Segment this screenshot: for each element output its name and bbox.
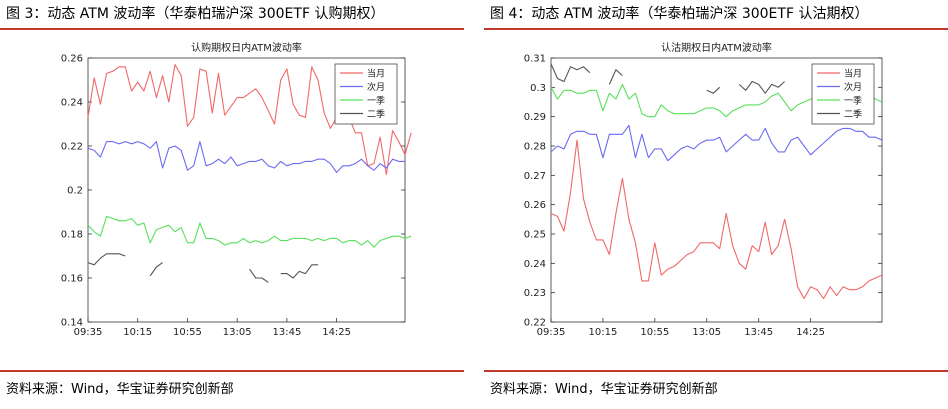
series-line-二季 xyxy=(87,253,126,266)
figure-title: 图 4：动态 ATM 波动率（华泰柏瑞沪深 300ETF 认沽期权） xyxy=(490,6,869,22)
y-tick-label: 0.26 xyxy=(524,200,546,211)
x-tick-label: 10:55 xyxy=(640,327,669,338)
x-tick-label: 13:05 xyxy=(223,327,252,338)
legend-label: 次月 xyxy=(367,81,385,93)
x-tick-label: 13:45 xyxy=(272,327,301,338)
y-tick-label: 0.23 xyxy=(524,288,546,299)
series-line-一季 xyxy=(87,215,412,248)
figure-4-panel: 图 4：动态 ATM 波动率（华泰柏瑞沪深 300ETF 认沽期权） 认沽期权日… xyxy=(484,0,948,409)
y-tick-label: 0.24 xyxy=(61,98,83,109)
y-tick-label: 0.29 xyxy=(524,112,546,123)
legend-label: 当月 xyxy=(367,68,385,80)
x-tick-label: 10:15 xyxy=(589,327,618,338)
y-tick-label: 0.16 xyxy=(61,274,83,285)
bottom-rule xyxy=(0,370,464,372)
figure-3-panel: 图 3：动态 ATM 波动率（华泰柏瑞沪深 300ETF 认购期权） 认购期权日… xyxy=(0,0,464,409)
legend-label: 一季 xyxy=(367,95,385,107)
x-tick-label: 14:25 xyxy=(796,327,825,338)
x-tick-label: 09:35 xyxy=(74,327,103,338)
series-line-次月 xyxy=(87,141,405,173)
chart-title: 认沽期权日内ATM波动率 xyxy=(661,41,772,54)
y-tick-label: 0.28 xyxy=(524,142,546,153)
series-line-当月 xyxy=(550,139,883,300)
y-tick-label: 0.3 xyxy=(530,83,546,94)
top-rule xyxy=(0,28,464,30)
x-tick-label: 10:55 xyxy=(173,327,202,338)
y-tick-label: 0.2 xyxy=(67,186,83,197)
series-line-二季 xyxy=(738,80,785,94)
series-line-二季 xyxy=(249,268,269,283)
x-tick-label: 09:35 xyxy=(537,327,566,338)
legend-label: 二季 xyxy=(844,108,862,120)
series-line-二季 xyxy=(550,63,591,83)
call-atm-volatility-chart: 认购期权日内ATM波动率 0.14 0.16 0.18 0.2 0.22 0.24 0.26 0… xyxy=(61,41,412,338)
y-tick-label: 0.22 xyxy=(61,142,83,153)
series-line-二季 xyxy=(706,86,721,94)
legend-label: 二季 xyxy=(367,108,385,120)
x-tick-label: 10:15 xyxy=(123,327,152,338)
series-line-二季 xyxy=(280,264,318,279)
series-line-二季 xyxy=(149,262,163,277)
y-tick-label: 0.26 xyxy=(61,54,83,65)
x-tick-label: 13:45 xyxy=(744,327,773,338)
legend-label: 当月 xyxy=(844,68,862,80)
bottom-rule xyxy=(484,370,948,372)
y-tick-label: 0.25 xyxy=(524,230,546,241)
y-tick-label: 0.22 xyxy=(524,318,546,329)
source-note: 资料来源：Wind，华宝证券研究创新部 xyxy=(6,382,234,397)
figure-title: 图 3：动态 ATM 波动率（华泰柏瑞沪深 300ETF 认购期权） xyxy=(6,6,385,22)
y-tick-label: 0.14 xyxy=(61,318,83,329)
x-tick-label: 14:25 xyxy=(322,327,351,338)
y-tick-label: 0.31 xyxy=(524,54,546,65)
x-tick-label: 13:05 xyxy=(692,327,721,338)
chart-title: 认购期权日内ATM波动率 xyxy=(191,41,302,54)
series-line-当月 xyxy=(87,64,412,176)
y-tick-label: 0.24 xyxy=(524,259,546,270)
legend-label: 次月 xyxy=(844,81,862,93)
y-tick-label: 0.27 xyxy=(524,171,546,182)
put-atm-volatility-chart: 认沽期权日内ATM波动率 0.22 0.23 0.24 0.25 0.26 0.27 0.28… xyxy=(524,41,883,338)
y-tick-label: 0.18 xyxy=(61,230,83,241)
source-note: 资料来源：Wind，华宝证券研究创新部 xyxy=(490,382,718,397)
top-rule xyxy=(484,28,948,30)
series-line-次月 xyxy=(550,124,883,162)
series-line-二季 xyxy=(608,69,623,85)
legend-label: 一季 xyxy=(844,95,862,107)
